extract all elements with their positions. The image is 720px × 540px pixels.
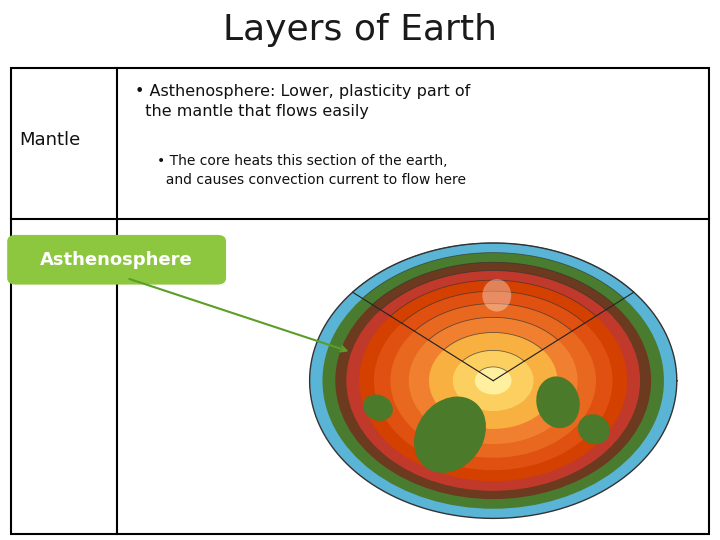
Polygon shape [479, 367, 508, 381]
Ellipse shape [414, 396, 486, 473]
Text: • Asthenosphere: Lower, plasticity part of
  the mantle that flows easily: • Asthenosphere: Lower, plasticity part … [135, 84, 471, 119]
Polygon shape [353, 243, 634, 381]
Ellipse shape [363, 395, 393, 421]
Polygon shape [444, 333, 542, 381]
Polygon shape [381, 271, 606, 381]
Polygon shape [415, 303, 572, 381]
Ellipse shape [578, 414, 610, 444]
Ellipse shape [310, 243, 677, 518]
Ellipse shape [429, 333, 557, 429]
Polygon shape [372, 262, 614, 381]
Polygon shape [402, 291, 585, 381]
Ellipse shape [374, 291, 613, 470]
Text: Layers of Earth: Layers of Earth [223, 13, 497, 46]
Ellipse shape [409, 318, 577, 444]
Ellipse shape [482, 279, 511, 312]
Polygon shape [353, 243, 634, 381]
Bar [11, 68, 709, 534]
Ellipse shape [475, 367, 512, 394]
Ellipse shape [536, 376, 580, 428]
Ellipse shape [323, 253, 664, 509]
Text: Mantle: Mantle [19, 131, 81, 150]
Polygon shape [390, 280, 596, 381]
Text: • The core heats this section of the earth,
  and causes convection current to f: • The core heats this section of the ear… [157, 154, 466, 187]
Ellipse shape [453, 350, 534, 411]
Ellipse shape [336, 262, 651, 499]
FancyBboxPatch shape [7, 235, 226, 285]
Ellipse shape [390, 303, 596, 458]
Polygon shape [428, 318, 558, 381]
Polygon shape [462, 350, 524, 381]
Polygon shape [362, 253, 624, 381]
Text: Asthenosphere: Asthenosphere [40, 251, 193, 269]
Ellipse shape [359, 280, 627, 481]
Ellipse shape [346, 271, 640, 491]
